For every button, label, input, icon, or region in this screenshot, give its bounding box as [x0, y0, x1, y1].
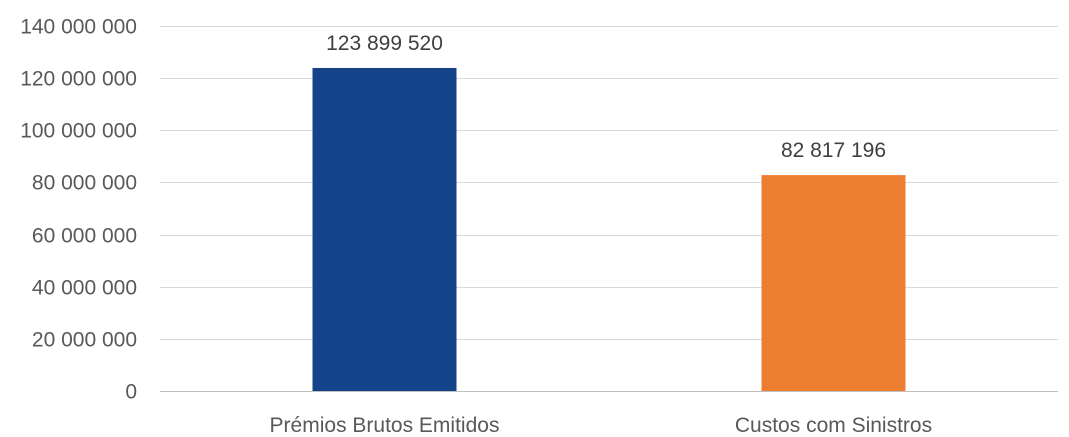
- y-tick-label: 80 000 000: [32, 172, 137, 195]
- y-tick-label: 60 000 000: [32, 225, 137, 248]
- x-axis-category-labels: Prémios Brutos Emitidos Custos com Sinist…: [270, 414, 933, 437]
- y-tick-label: 40 000 000: [32, 277, 137, 300]
- data-label: 82 817 196: [781, 139, 886, 162]
- data-label: 123 899 520: [326, 32, 443, 55]
- y-tick-label: 140 000 000: [20, 16, 137, 39]
- y-tick-label: 120 000 000: [20, 68, 137, 91]
- data-labels: 123 899 520 82 817 196: [326, 32, 886, 162]
- category-label: Prémios Brutos Emitidos: [270, 414, 500, 437]
- bars: [312, 67, 906, 391]
- y-tick-label: 0: [125, 381, 137, 404]
- y-tick-label: 20 000 000: [32, 329, 137, 352]
- y-tick-label: 100 000 000: [20, 120, 137, 143]
- bar: [761, 175, 906, 391]
- y-axis-tick-labels: 0 20 000 000 40 000 000 60 000 000 80 000 00…: [20, 16, 137, 404]
- gridlines: [160, 26, 1058, 340]
- bar: [312, 67, 457, 391]
- category-label: Custos com Sinistros: [735, 414, 932, 437]
